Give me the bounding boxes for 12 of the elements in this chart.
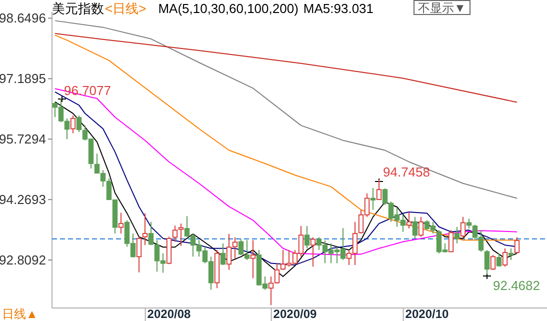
annotation: 92.4682 <box>493 278 540 293</box>
x-tick-label: 2020/10 <box>405 307 450 321</box>
annotation: 96.7077 <box>64 83 111 98</box>
annotation: 不显示▼ <box>418 1 466 15</box>
x-tick-label: 2020/08 <box>147 307 192 321</box>
chart-title: 美元指数 <box>52 1 104 16</box>
x-tick-label: 2020/09 <box>273 307 318 321</box>
annotation: MA5:93.031 <box>303 1 374 16</box>
annotation: 94.7458 <box>383 164 430 180</box>
text: 日线▲ <box>2 307 38 321</box>
chart-subtitle: <日线> <box>105 1 146 16</box>
annotation: MA(5,10,30,60,100,200) <box>158 1 298 16</box>
